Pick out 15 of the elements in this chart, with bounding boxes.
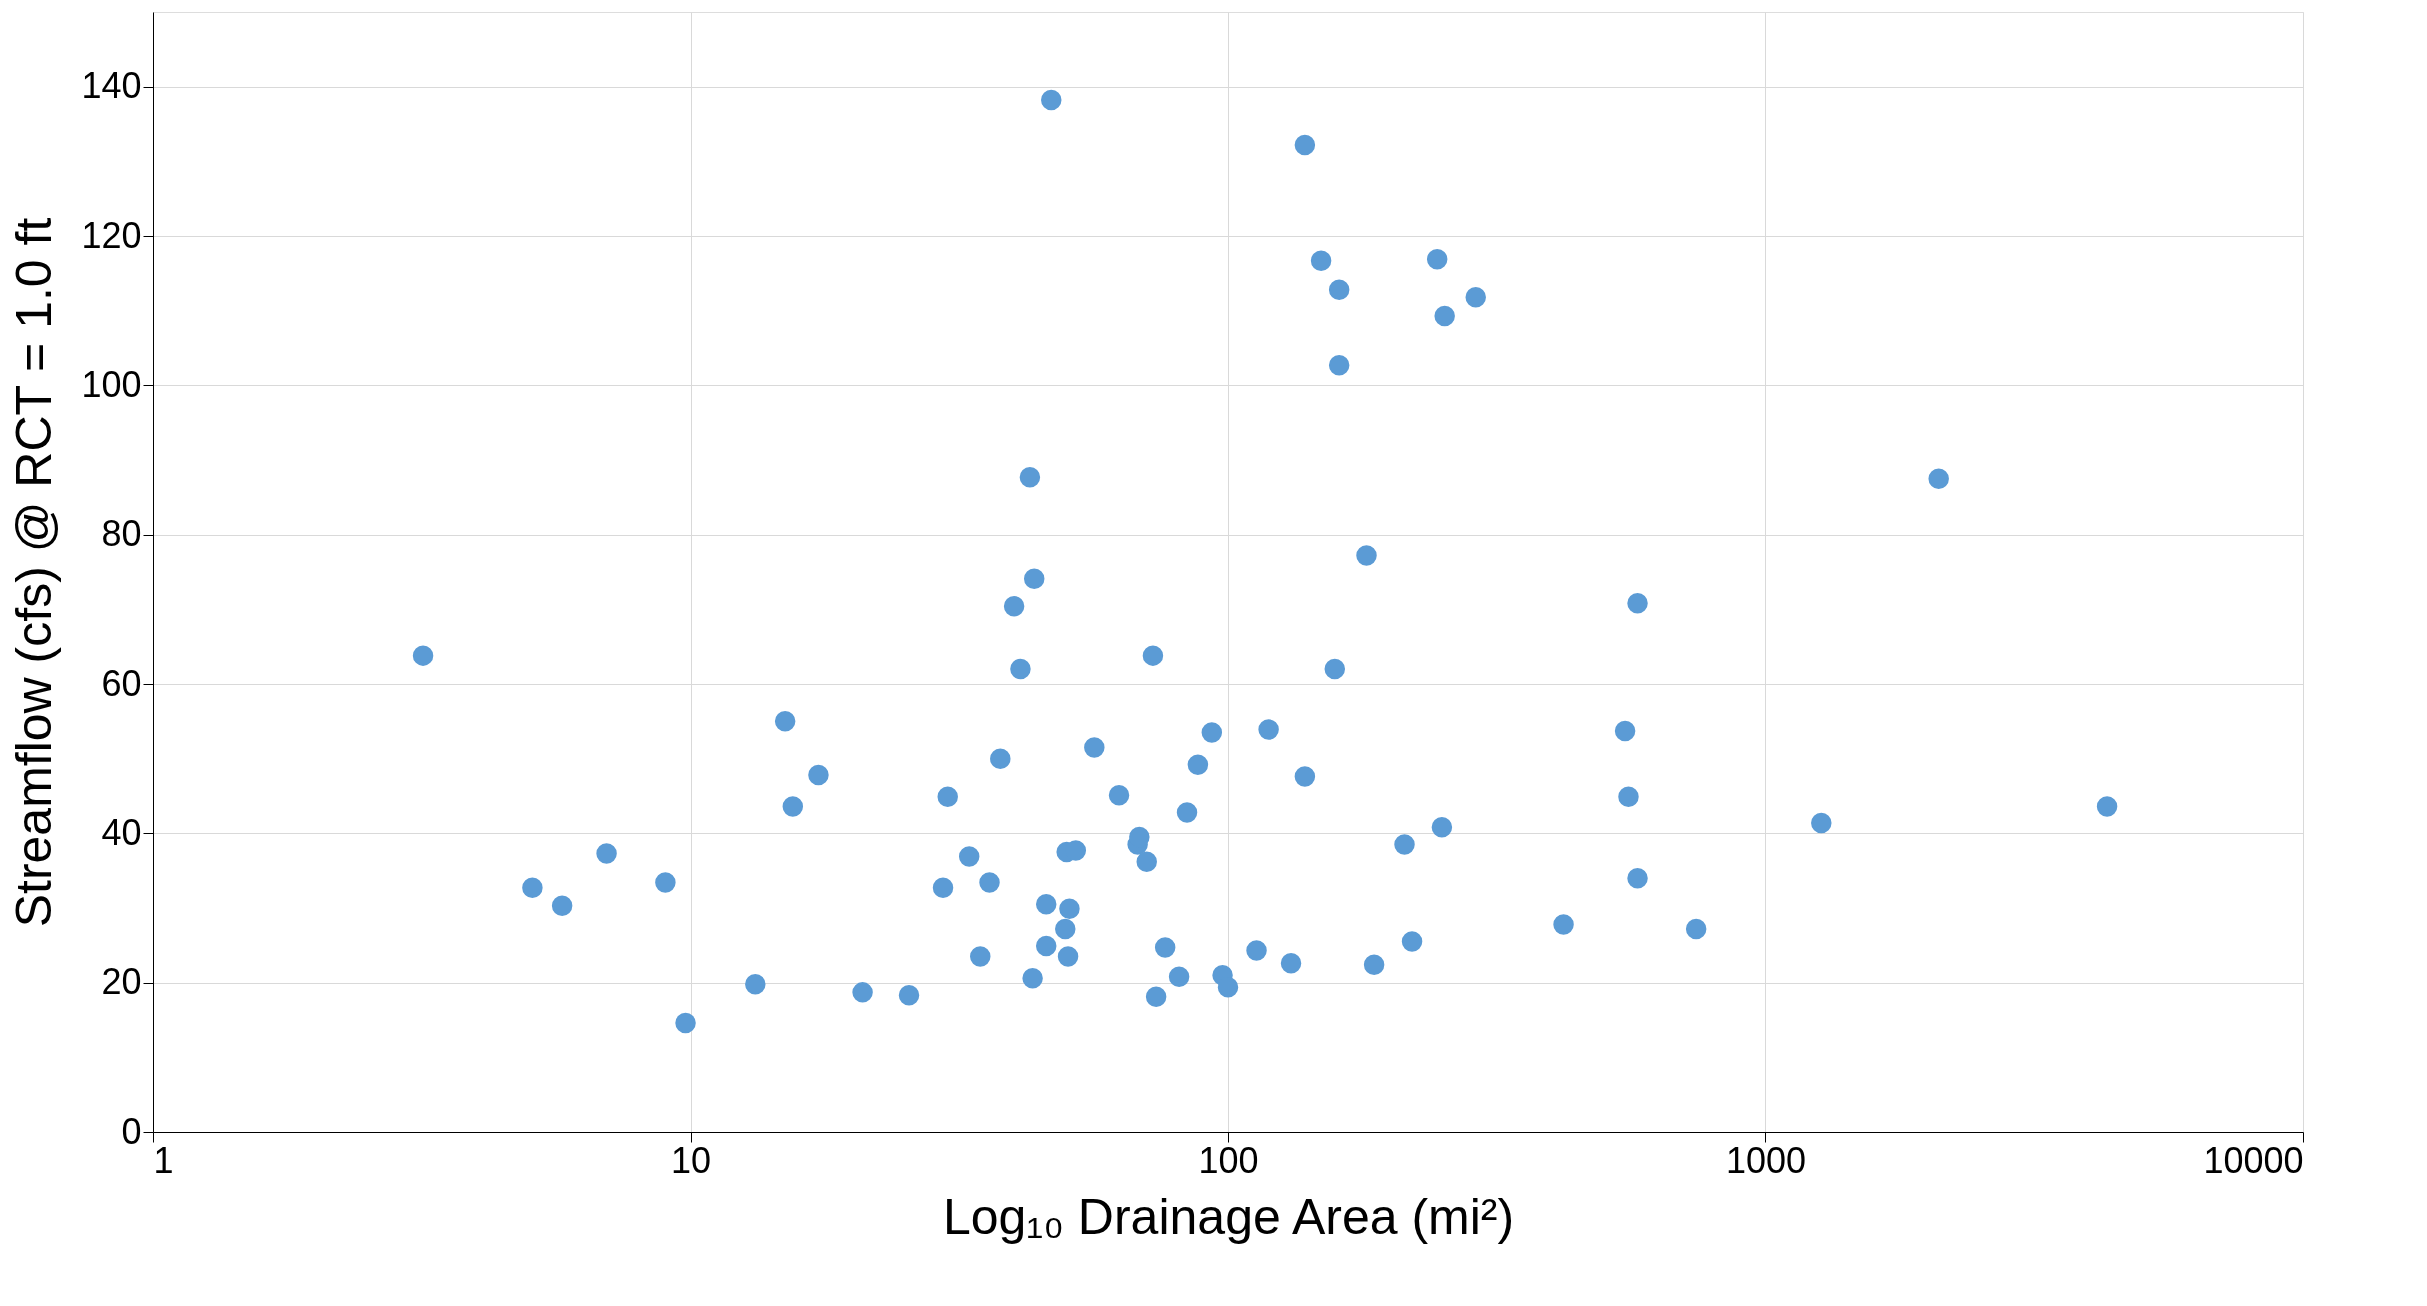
x-tick-label: 100	[1198, 1139, 1259, 1181]
y-axis-title: Streamflow (cfs) @ RCT = 1.0 ft	[6, 217, 63, 928]
y-tick-label: 100	[81, 363, 142, 405]
x-axis-title: Log₁₀ Drainage Area (mi²)	[942, 1188, 1515, 1245]
y-tick-label: 40	[101, 811, 142, 853]
y-tick-label: 80	[101, 513, 142, 555]
x-tick-label: 1	[153, 1139, 174, 1181]
x-tick-label: 1000	[1725, 1139, 1807, 1181]
y-tick-label: 20	[101, 961, 142, 1003]
x-tick-label: 10000	[2203, 1139, 2304, 1181]
x-tick-label: 10	[670, 1139, 712, 1181]
y-tick-label: 60	[101, 662, 142, 704]
y-tick-label: 140	[81, 65, 142, 107]
y-tick-label: 120	[81, 214, 142, 256]
y-tick-label: 0	[121, 1110, 142, 1152]
